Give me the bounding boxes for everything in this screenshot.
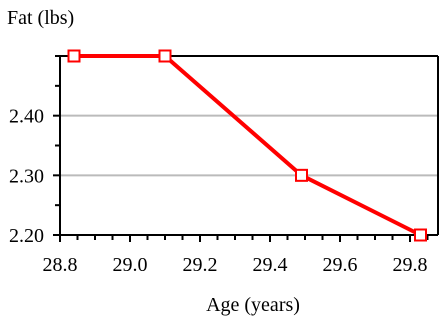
data-point [67, 49, 81, 63]
series-line [74, 54, 422, 237]
gridlines [60, 114, 438, 177]
y-tick-label: 2.30 [9, 165, 44, 187]
y-axis: 2.20 2.30 2.40 [9, 55, 60, 247]
x-tick-label: 29.2 [183, 254, 218, 276]
x-axis: 28.8 29.0 29.2 29.4 29.6 29.8 [43, 235, 429, 276]
x-tick-label: 29.6 [323, 254, 358, 276]
data-series [67, 49, 427, 242]
y-axis-label: Fat (lbs) [7, 7, 74, 29]
x-tick-label: 28.8 [43, 254, 78, 276]
y-tick-label: 2.40 [9, 106, 44, 128]
data-point [295, 168, 308, 182]
x-tick-label: 29.4 [253, 254, 288, 276]
data-point [414, 228, 427, 242]
x-tick-label: 29.8 [393, 254, 428, 276]
plot-frame [59, 55, 439, 236]
data-point [158, 49, 172, 63]
x-axis-label: Age (years) [206, 294, 300, 316]
x-tick-label: 29.0 [113, 254, 148, 276]
y-tick-label: 2.20 [9, 225, 44, 247]
